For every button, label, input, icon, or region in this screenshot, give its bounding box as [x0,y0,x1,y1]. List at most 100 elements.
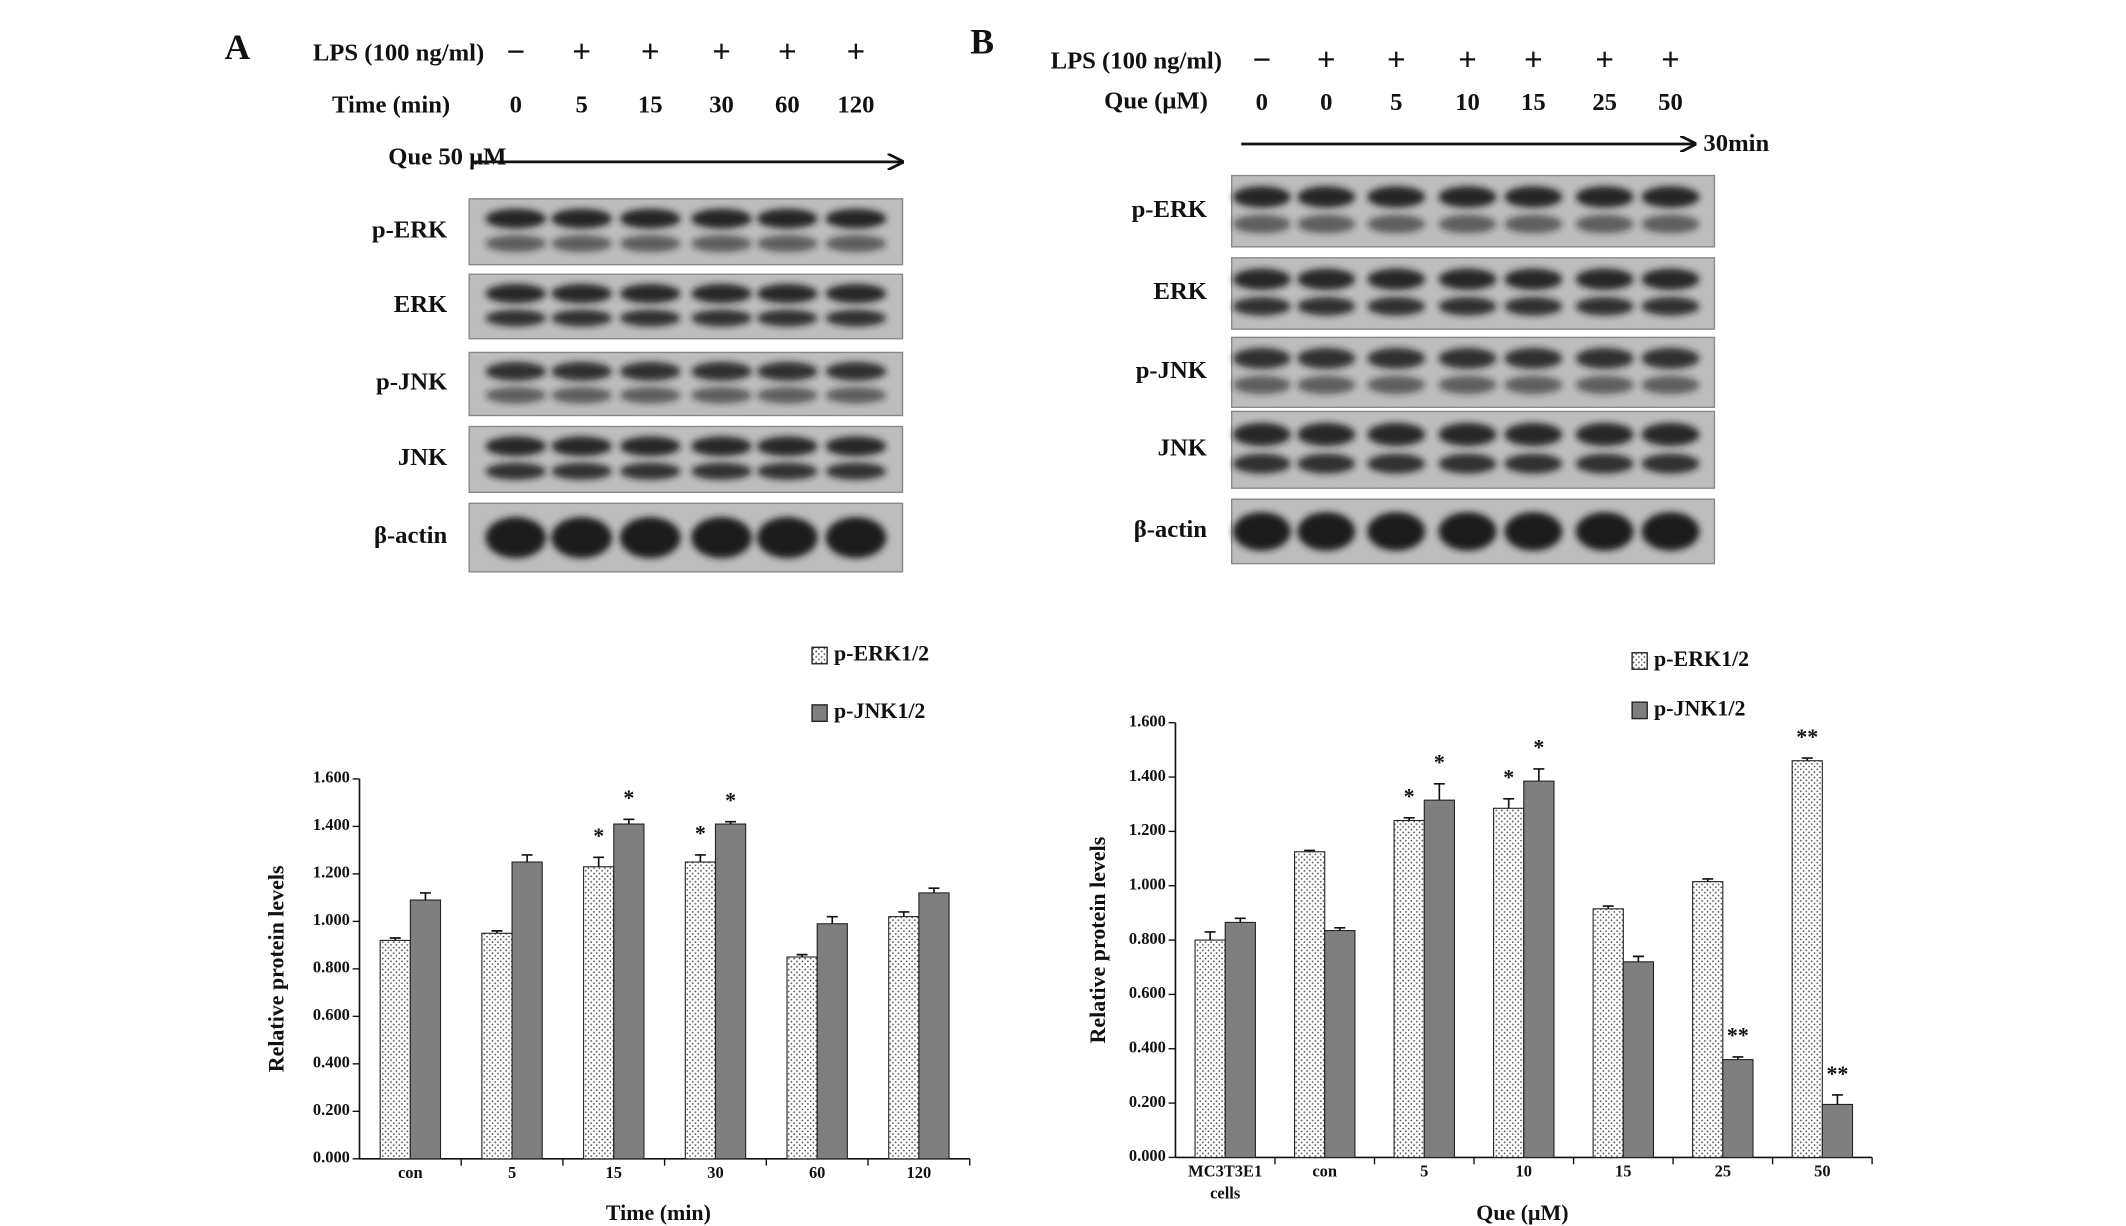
blot-label: p-ERK [1132,196,1207,223]
band [691,235,752,253]
bands [1232,186,1700,234]
band [1504,186,1563,208]
band [1367,375,1426,395]
error-bar [491,930,503,934]
band [1504,375,1563,395]
significance: * [593,823,604,848]
band [1297,453,1356,474]
band [1232,347,1291,369]
x-tick-label-box: 30 [707,1162,724,1183]
band [1367,422,1426,446]
blot-strip [468,425,904,494]
error-bar [1831,1094,1843,1105]
row-value: 25 [1592,89,1617,116]
y-axis-label: Relative protein levels [264,865,289,1072]
band [691,387,752,404]
y-tick-label: 0.600 [313,1005,350,1024]
row-value: 0 [510,92,522,119]
y-tick-label: 0.800 [313,958,350,977]
band [551,462,612,480]
bar [714,823,747,1160]
significance: * [1434,750,1445,775]
error-bar [725,820,737,825]
y-tick-label: 1.000 [1129,875,1166,894]
x-tick-label: 30 [707,1162,724,1183]
blot-label: JNK [398,444,447,471]
x-tick-label: con [1312,1161,1338,1181]
row-value: 50 [1658,89,1683,116]
lps-sign: − [506,34,525,70]
row-label: Time (min) [332,92,450,119]
band [1297,297,1356,316]
blot-label: β-actin [1134,516,1208,543]
bar [1821,1103,1854,1158]
band [691,283,752,304]
error-bar [1204,931,1216,941]
band [825,309,887,327]
band [485,208,547,229]
row-value: 5 [1390,89,1402,116]
y-tick-label: 1.400 [313,815,350,834]
significance: * [695,821,706,846]
x-tick-label: 50 [1814,1161,1831,1181]
band [1438,375,1497,395]
error-bar [419,892,431,901]
bar [481,932,513,1160]
lps-sign: + [778,34,797,70]
legend-label: p-ERK1/2 [834,641,929,666]
lps-sign: − [1252,43,1271,79]
lps-sign: + [1661,43,1680,79]
lps-label: LPS (100 ng/ml) [313,40,484,67]
bar [1194,939,1226,1158]
band [825,283,887,304]
band [757,309,818,327]
x-tick-label: 10 [1515,1161,1533,1181]
band [619,462,681,480]
lps-sign: + [572,34,591,70]
bar [1622,961,1655,1158]
y-tick-label: 0.400 [313,1053,350,1072]
band [1504,422,1563,446]
bar [1791,760,1823,1158]
error-bar [1801,757,1813,761]
bar [1224,921,1256,1158]
error-bar [1334,927,1346,931]
bar [888,916,920,1160]
legend-swatch [811,704,828,723]
lps-label: LPS (100 ng/ml) [1051,48,1222,75]
band [551,517,612,559]
band [619,235,681,253]
band [1232,512,1291,551]
bar [1692,881,1724,1158]
lps-sign: + [1595,43,1614,79]
bar [613,823,645,1160]
bar [1722,1059,1754,1158]
band [1232,214,1291,234]
bar [379,939,411,1160]
band [619,361,681,381]
lps-sign: + [641,34,660,70]
panel-letter: A [225,27,251,67]
band [1575,453,1634,474]
band [1641,268,1700,290]
band [1575,375,1634,395]
arrow-label: 30min [1703,130,1769,157]
x-axis-label: Time (min) [606,1200,711,1225]
lps-sign: + [1317,43,1336,79]
band [551,309,612,327]
band [1641,186,1700,208]
band [1438,347,1497,369]
legend-label: p-JNK1/2 [834,698,925,723]
blot-strip [468,351,904,417]
band [1575,422,1634,446]
band [1232,268,1291,290]
band [1575,214,1634,234]
y-tick-label: 1.200 [1129,820,1166,839]
error-bar [796,953,808,957]
band [619,436,681,457]
x-tick-label: 25 [1714,1161,1732,1181]
blot-label: JNK [1158,434,1207,461]
band [1297,375,1356,395]
band [757,517,818,559]
bar [1493,807,1525,1158]
